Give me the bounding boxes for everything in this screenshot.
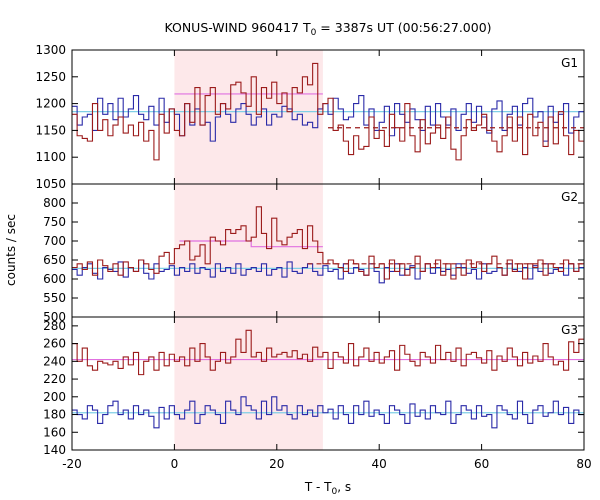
y-axis-title: counts / sec	[4, 214, 18, 286]
x-axis-title: T - T0, s	[304, 480, 351, 497]
y-tick-label: 1300	[35, 43, 66, 57]
y-tick-label: 1100	[35, 150, 66, 164]
panel-g1	[72, 62, 584, 161]
y-tick-label: 1200	[35, 97, 66, 111]
x-tick-label: -20	[62, 457, 82, 471]
y-tick-label: 500	[43, 310, 66, 324]
y-tick-label: 140	[43, 443, 66, 457]
y-tick-label: 200	[43, 390, 66, 404]
burst-interval-highlight	[174, 50, 323, 450]
x-tick-label: 80	[576, 457, 591, 471]
series-blue-g3	[72, 396, 584, 429]
y-tick-label: 280	[43, 319, 66, 333]
y-tick-label: 160	[43, 425, 66, 439]
panel-g2	[72, 206, 584, 284]
chart-title: KONUS-WIND 960417 T0 = 3387s UT (00:56:2…	[164, 20, 491, 38]
title-subscript: 0	[311, 28, 317, 38]
y-tick-label: 550	[43, 291, 66, 305]
series-red-g1	[72, 62, 584, 161]
panel-label-g1: G1	[561, 56, 578, 70]
y-tick-label: 260	[43, 337, 66, 351]
xlabel-subscript: 0	[332, 487, 338, 497]
y-tick-label: 220	[43, 372, 66, 386]
y-tick-label: 650	[43, 253, 66, 267]
panel-frame-g2	[71, 183, 585, 318]
y-tick-label: 1050	[35, 177, 66, 191]
y-tick-label: 240	[43, 354, 66, 368]
x-tick-label: 0	[171, 457, 179, 471]
plot-frames: 105011001150120012501300G150055060065070…	[35, 43, 591, 471]
y-tick-label: 1150	[35, 123, 66, 137]
y-tick-label: 600	[43, 272, 66, 286]
y-tick-label: 750	[43, 215, 66, 229]
panel-label-g3: G3	[561, 323, 578, 337]
y-tick-label: 800	[43, 196, 66, 210]
series-red-g3	[72, 329, 584, 376]
y-tick-label: 180	[43, 408, 66, 422]
x-tick-label: 40	[372, 457, 387, 471]
panel-frame-g3	[71, 316, 585, 451]
panel-g3	[72, 329, 584, 429]
y-tick-label: 1250	[35, 70, 66, 84]
x-tick-label: 60	[474, 457, 489, 471]
x-tick-label: 20	[269, 457, 284, 471]
panel-label-g2: G2	[561, 190, 578, 204]
y-tick-label: 700	[43, 234, 66, 248]
series-red-g2	[72, 206, 584, 280]
